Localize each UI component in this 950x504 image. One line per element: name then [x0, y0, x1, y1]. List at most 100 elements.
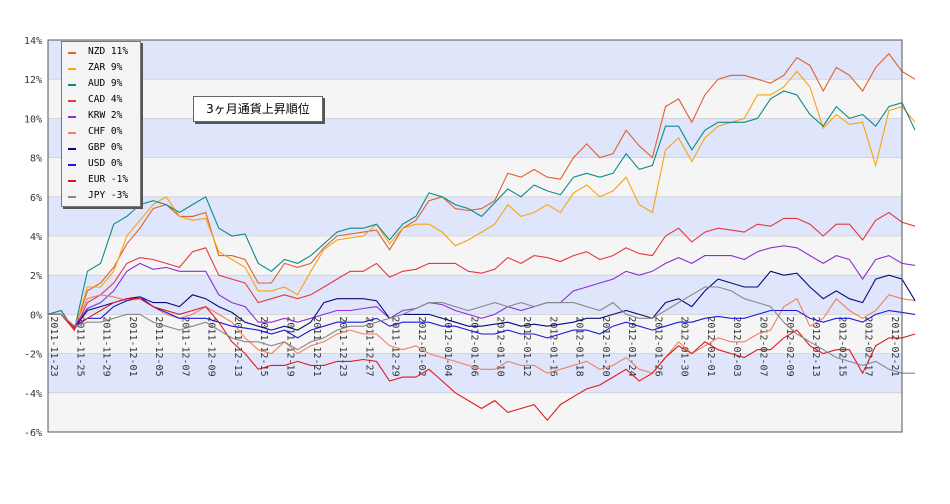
x-tick-label: 2011-12-23 [337, 316, 348, 376]
grid-band [48, 392, 902, 432]
x-tick-label: 2011-11-23 [48, 316, 59, 376]
x-tick-label: 2011-12-15 [258, 316, 269, 376]
x-tick-label: 2011-12-07 [179, 316, 190, 376]
x-tick-label: 2011-11-29 [101, 316, 112, 376]
legend-label: CHF 0% [88, 126, 123, 137]
y-tick-label: 8% [30, 154, 42, 165]
y-tick-label: 4% [30, 232, 42, 243]
legend-label: NZD 11% [88, 46, 129, 57]
x-tick-label: 2011-12-21 [311, 316, 322, 376]
y-tick-label: 6% [30, 193, 42, 204]
series-line [48, 245, 916, 328]
x-tick-label: 2012-01-04 [442, 316, 453, 376]
legend-item: JPY -3% [68, 189, 140, 205]
y-tick-label: 10% [24, 114, 42, 125]
x-tick-label: 2012-01-24 [626, 316, 637, 376]
legend-item: USD 0% [68, 157, 140, 173]
x-tick-label: 2012-02-03 [731, 316, 742, 376]
series-line [48, 294, 916, 374]
x-tick-label: 2011-11-25 [74, 316, 85, 376]
series-line [48, 211, 916, 332]
legend-item: EUR -1% [68, 173, 140, 189]
y-tick-label: 14% [24, 36, 42, 47]
legend-swatch [68, 84, 76, 86]
x-tick-label: 2012-01-06 [468, 316, 479, 376]
x-tick-label: 2012-01-12 [521, 316, 532, 376]
x-tick-label: 2012-02-15 [836, 316, 847, 376]
legend-item: CAD 4% [68, 93, 140, 109]
y-tick-label: 2% [30, 271, 42, 282]
legend-swatch [68, 148, 76, 150]
x-tick-label: 2012-02-09 [784, 316, 795, 376]
legend-label: ZAR 9% [88, 62, 123, 73]
x-axis-ticks: 2011-11-23 2011-11-25 2011-11-29 2011-12-01… [48, 316, 900, 376]
legend-label: AUD 9% [88, 78, 123, 89]
legend-item: NZD 11% [68, 45, 140, 61]
y-tick-label: -2% [24, 350, 42, 361]
x-tick-label: 2011-12-09 [206, 316, 217, 376]
grid-band [48, 353, 902, 393]
x-tick-label: 2012-02-01 [705, 316, 716, 376]
y-axis-ticks: 14% 12% 10% 8% 6% 4% 2% 0% -2% -4% -6% [24, 36, 42, 439]
x-tick-label: 2012-02-17 [863, 316, 874, 376]
legend-label: JPY -3% [88, 190, 129, 201]
x-tick-label: 2012-01-10 [495, 316, 506, 376]
legend-item: CHF 0% [68, 125, 140, 141]
grid-band [48, 314, 902, 354]
x-tick-label: 2012-01-20 [600, 316, 611, 376]
grid-band [48, 275, 902, 315]
x-tick-label: 2012-02-07 [757, 316, 768, 376]
series-line [47, 52, 916, 332]
legend-swatch [68, 52, 76, 54]
series-line [48, 298, 916, 422]
legend-item: KRW 2% [68, 109, 140, 125]
legend-swatch [68, 196, 76, 198]
legend-swatch [68, 164, 76, 166]
x-tick-label: 2011-12-05 [153, 316, 164, 376]
y-tick-label: -4% [24, 389, 42, 400]
legend-item: AUD 9% [68, 77, 140, 93]
background-bands [48, 39, 902, 432]
x-tick-label: 2011-12-29 [390, 316, 401, 376]
legend-swatch [68, 180, 76, 182]
legend-item: GBP 0% [68, 141, 140, 157]
y-tick-label: 12% [24, 75, 42, 86]
legend-swatch [68, 100, 76, 102]
series-line [48, 286, 916, 374]
grid-band [48, 236, 902, 276]
series-line [47, 90, 916, 332]
grid-band [48, 40, 902, 80]
grid-band [48, 79, 902, 119]
legend: NZD 11% ZAR 9% AUD 9% CAD 4% KRW 2% CHF 0% GBP… [61, 41, 141, 207]
legend-swatch [68, 116, 76, 118]
chart-title: 3ヶ月通貨上昇順位 [193, 96, 323, 122]
y-tick-label: 0% [30, 310, 42, 321]
series-line [47, 70, 916, 332]
x-tick-label: 2012-01-16 [547, 316, 558, 376]
x-tick-label: 2012-01-02 [416, 316, 427, 376]
x-tick-label: 2012-01-18 [574, 316, 585, 376]
x-tick-label: 2012-02-13 [810, 316, 821, 376]
legend-swatch [68, 132, 76, 134]
plot-frame [47, 39, 903, 433]
legend-item: ZAR 9% [68, 61, 140, 77]
legend-label: KRW 2% [88, 110, 123, 121]
legend-swatch [68, 68, 76, 70]
grid-band [48, 118, 902, 158]
grid-band [48, 157, 902, 197]
legend-label: USD 0% [88, 158, 123, 169]
legend-label: GBP 0% [88, 142, 123, 153]
series-lines [47, 52, 916, 422]
legend-label: CAD 4% [88, 94, 123, 105]
x-tick-label: 2011-12-27 [363, 316, 374, 376]
grid-band [48, 196, 902, 236]
y-tick-label: -6% [24, 428, 42, 439]
series-line [48, 296, 916, 339]
x-tick-label: 2012-02-21 [889, 316, 900, 376]
legend-label: EUR -1% [88, 174, 129, 185]
series-line [48, 270, 916, 331]
x-tick-label: 2012-01-26 [652, 316, 663, 376]
x-tick-label: 2011-12-01 [127, 316, 138, 376]
